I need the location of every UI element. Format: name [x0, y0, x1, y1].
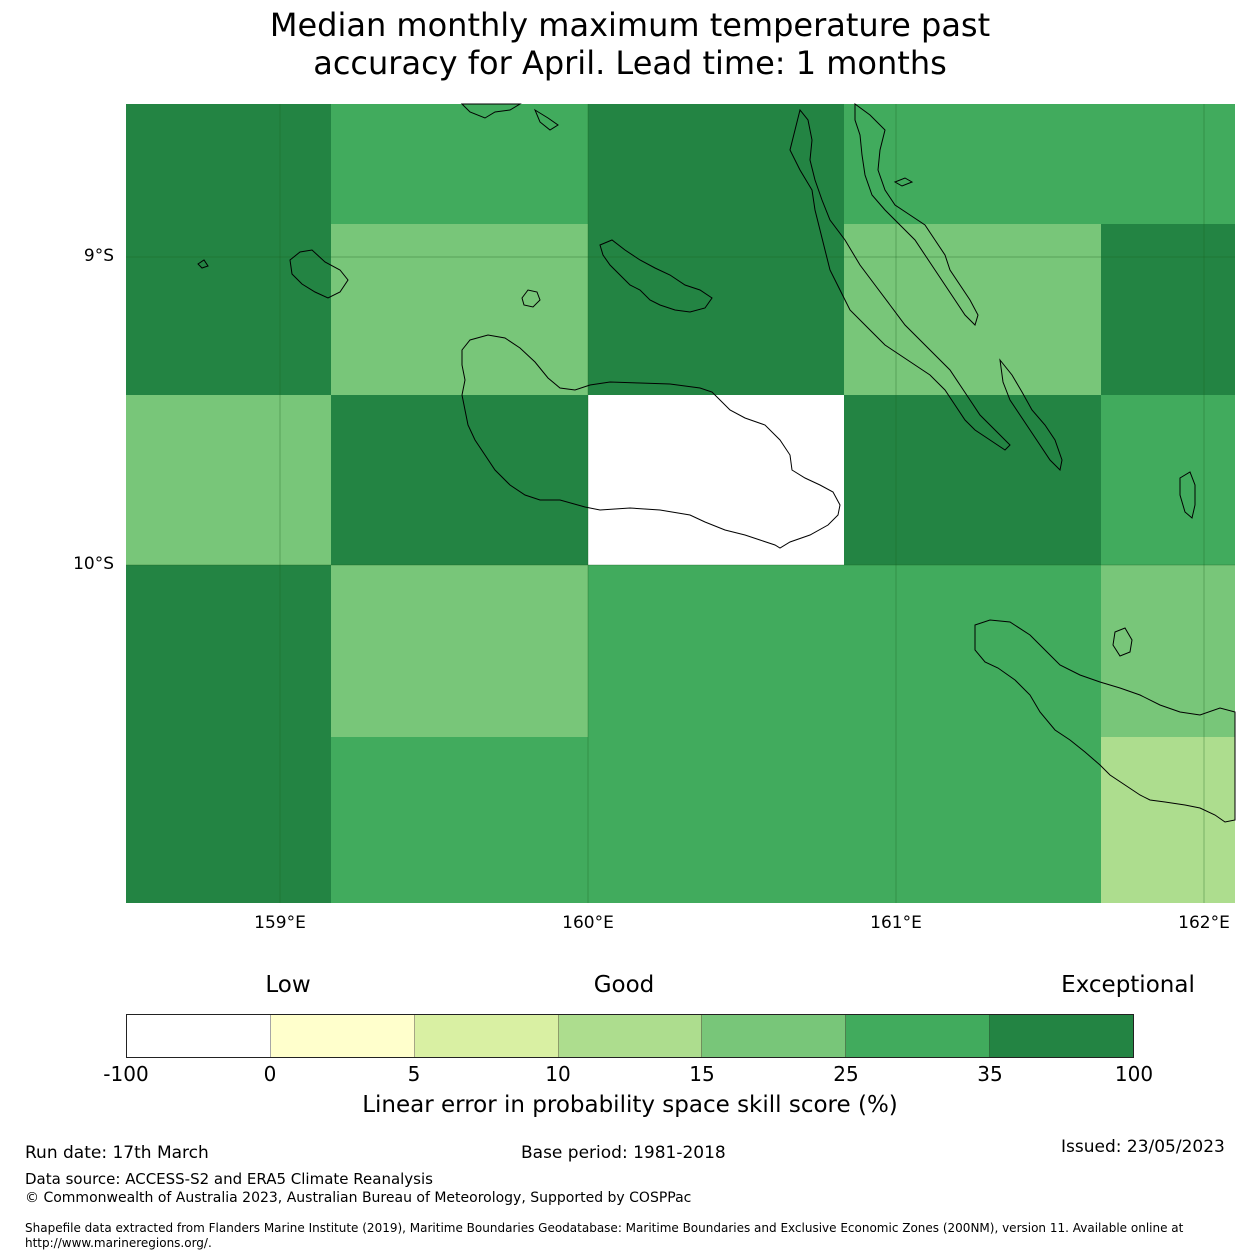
lon-label-161e: 161°E — [870, 913, 922, 933]
coast-florida-islands — [599, 239, 713, 313]
grid-cell — [331, 104, 588, 224]
colorbar-segment — [846, 1015, 991, 1057]
coast-makira — [974, 619, 1236, 823]
data-source: Data source: ACCESS-S2 and ERA5 Climate … — [25, 1170, 433, 1188]
grid-cell — [1101, 224, 1235, 395]
coast-small-east — [1179, 471, 1196, 519]
shapefile-credit: Shapefile data extracted from Flanders M… — [25, 1221, 1184, 1250]
lat-label-9s: 9°S — [83, 246, 114, 266]
coast-islet-north3 — [893, 177, 914, 187]
lon-label-160e: 160°E — [562, 913, 614, 933]
map-title: Median monthly maximum temperature past … — [0, 6, 1260, 82]
graticule — [126, 104, 1235, 903]
grid-cell — [331, 565, 588, 737]
coast-north-malaita — [854, 103, 979, 326]
colorbar-tick: 10 — [545, 1062, 571, 1086]
coast-islet-north2 — [533, 108, 559, 131]
grid-cell — [844, 395, 1101, 565]
issued-date: Issued: 23/05/2023 — [1061, 1137, 1225, 1157]
coast-islet-west — [197, 259, 209, 269]
grid-cell — [844, 104, 1101, 224]
grid-cell — [331, 224, 588, 395]
coast-small-malaita — [999, 358, 1063, 472]
colorbar — [126, 1014, 1134, 1058]
colorbar-category-exceptional: Exceptional — [1061, 972, 1195, 998]
grid-cell — [1101, 395, 1235, 565]
grid-cell — [844, 224, 1101, 395]
coastlines — [197, 103, 1236, 823]
grid-cell — [588, 395, 844, 565]
colorbar-tick: -100 — [103, 1062, 149, 1086]
colorbar-category-low: Low — [265, 972, 311, 998]
grid-cell — [126, 104, 331, 224]
colorbar-segment — [990, 1015, 1134, 1057]
colorbar-tick: 5 — [407, 1062, 421, 1086]
colorbar-segment — [414, 1015, 559, 1057]
grid-cells — [126, 104, 1235, 903]
grid-cell — [126, 395, 331, 565]
grid-cell — [588, 104, 844, 224]
grid-cell — [126, 565, 331, 737]
colorbar-tick: 25 — [833, 1062, 859, 1086]
colorbar-label: Linear error in probability space skill … — [362, 1092, 898, 1118]
colorbar-tick: 35 — [977, 1062, 1003, 1086]
lat-label-10s: 10°S — [73, 554, 114, 574]
skill-score-map — [126, 103, 1236, 903]
coast-russell — [289, 249, 349, 299]
title-line-1: Median monthly maximum temperature past — [269, 6, 991, 44]
grid-cell — [588, 224, 844, 395]
colorbar-tick: 0 — [263, 1062, 277, 1086]
lon-label-162e: 162°E — [1178, 913, 1230, 933]
coast-guadalcanal — [461, 334, 841, 549]
colorbar-category-good: Good — [593, 972, 655, 998]
title-line-2: accuracy for April. Lead time: 1 months — [313, 44, 947, 82]
colorbar-segment — [270, 1015, 415, 1057]
colorbar-segment — [558, 1015, 703, 1057]
grid-cell — [126, 224, 331, 395]
grid-cell — [1101, 737, 1235, 903]
grid-cell — [331, 737, 588, 903]
coast-islet-north — [460, 103, 522, 119]
run-date: Run date: 17th March — [25, 1143, 209, 1163]
grid-cell — [331, 395, 588, 565]
colorbar-segment — [127, 1015, 271, 1057]
grid-cell — [126, 737, 331, 903]
grid-cell — [588, 737, 844, 903]
grid-cell — [844, 737, 1101, 903]
coast-malaita — [789, 108, 1011, 451]
colorbar-tick: 100 — [1114, 1062, 1154, 1086]
grid-cell — [1101, 104, 1235, 224]
base-period: Base period: 1981-2018 — [521, 1143, 726, 1163]
lon-label-159e: 159°E — [254, 913, 306, 933]
coast-savo — [521, 289, 541, 308]
copyright: © Commonwealth of Australia 2023, Austra… — [25, 1190, 692, 1206]
grid-cell — [844, 565, 1101, 737]
grid-cell — [588, 565, 844, 737]
coast-ulawa — [1112, 627, 1133, 657]
colorbar-segment — [702, 1015, 847, 1057]
colorbar-tick: 15 — [689, 1062, 715, 1086]
grid-cell — [1101, 565, 1235, 737]
